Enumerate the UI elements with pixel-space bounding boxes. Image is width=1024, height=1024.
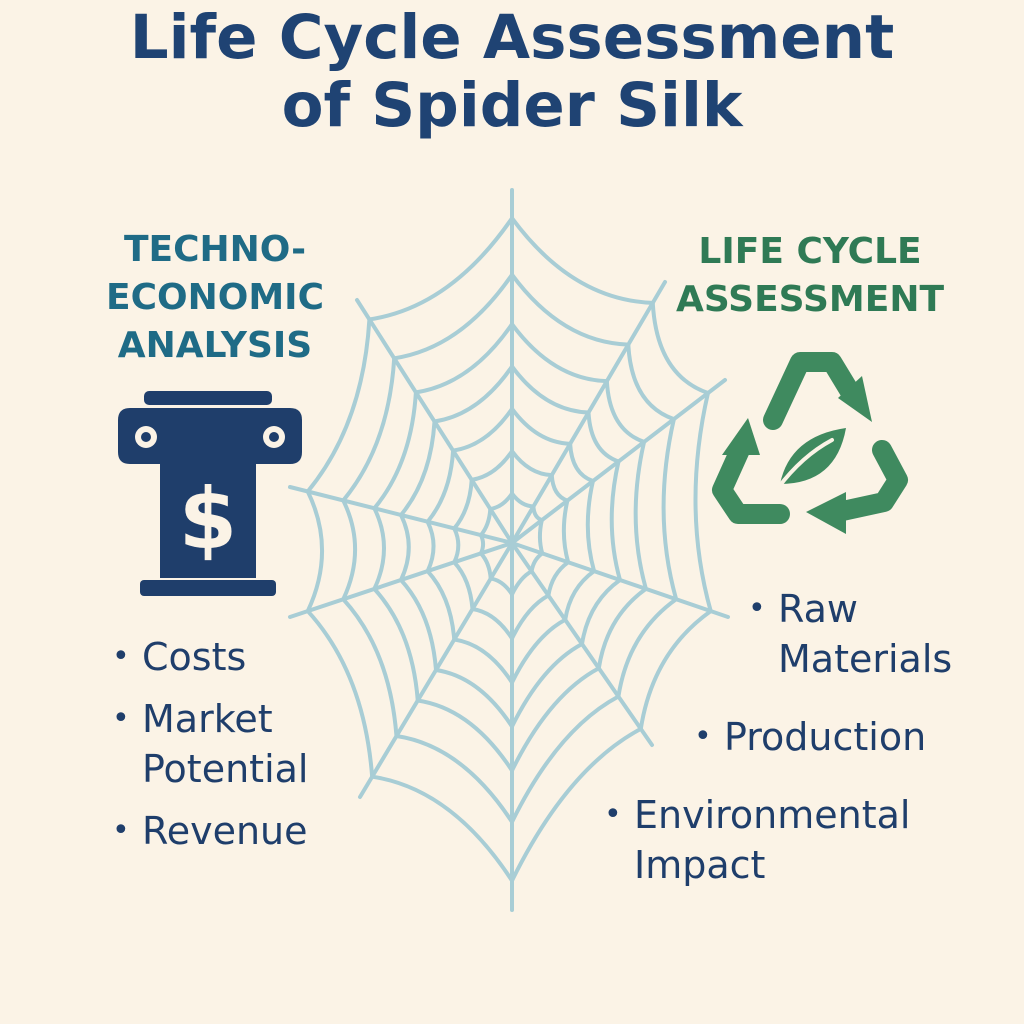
web-strand xyxy=(585,479,597,574)
web-strand xyxy=(425,569,457,642)
web-strand xyxy=(561,498,571,565)
web-strand xyxy=(488,491,514,511)
list-item-label: Environmental xyxy=(634,793,911,837)
web-strand xyxy=(451,406,514,453)
page-title: Life Cycle Assessment of Spider Silk xyxy=(0,4,1024,140)
list-item-label: Production xyxy=(724,715,927,759)
web-strand xyxy=(626,342,676,422)
web-strand xyxy=(586,410,621,464)
web-strand xyxy=(510,726,643,883)
web-strand xyxy=(549,473,570,503)
list-item-label: Impact xyxy=(634,843,766,887)
web-strand xyxy=(510,666,601,773)
list-item-revenue: Revenue xyxy=(112,806,372,856)
heading-line: ECONOMIC xyxy=(106,277,324,318)
web-strand xyxy=(399,419,437,517)
web-strand xyxy=(510,694,621,824)
web-strand xyxy=(510,364,591,415)
web-strand xyxy=(452,526,461,565)
heading-line: TECHNO- xyxy=(123,229,307,270)
web-strand xyxy=(510,322,609,384)
web-strand xyxy=(580,578,622,646)
heading-line: LIFE CYCLE xyxy=(698,231,922,272)
web-strand xyxy=(341,597,399,739)
svg-text:$: $ xyxy=(179,470,237,568)
web-strand xyxy=(305,317,372,494)
web-strand xyxy=(370,774,514,883)
heading-line: ASSESSMENT xyxy=(675,279,945,320)
web-strand xyxy=(510,216,655,305)
web-strand xyxy=(452,477,474,531)
title-line-2: of Spider Silk xyxy=(281,70,743,141)
web-strand xyxy=(394,734,514,824)
web-strand xyxy=(510,272,631,347)
list-item-label: Raw xyxy=(778,587,858,631)
list-item-environmental-impact: Environmental Impact xyxy=(604,790,974,890)
web-strand xyxy=(413,322,514,395)
list-item-market-potential: Market Potential xyxy=(112,694,372,794)
web-strand xyxy=(510,617,568,685)
web-strand xyxy=(510,491,536,509)
web-strand xyxy=(638,609,713,731)
list-item-label: Materials xyxy=(778,637,953,681)
web-strand xyxy=(693,391,713,614)
web-strand xyxy=(633,439,648,591)
web-strand xyxy=(478,506,493,538)
techno-economic-heading: TECHNO- ECONOMIC ANALYSIS xyxy=(95,226,335,370)
web-strand xyxy=(568,441,595,484)
list-item-costs: Costs xyxy=(112,632,372,682)
web-strand xyxy=(510,642,584,729)
web-strand xyxy=(510,593,551,641)
web-strand xyxy=(425,448,456,524)
web-strand xyxy=(510,449,554,478)
list-item-raw-materials: Raw Materials xyxy=(748,584,1018,684)
web-strand xyxy=(392,272,514,361)
web-strand xyxy=(372,586,420,703)
web-strand xyxy=(596,586,648,671)
list-item-production: Production xyxy=(694,712,1004,762)
web-strand xyxy=(452,560,475,612)
web-strand xyxy=(341,356,397,503)
web-strand xyxy=(341,498,357,602)
web-strand xyxy=(661,417,679,602)
heading-line: ANALYSIS xyxy=(117,325,313,366)
web-strand xyxy=(537,518,545,556)
life-cycle-heading: LIFE CYCLE ASSESSMENT xyxy=(665,228,955,324)
web-strand xyxy=(399,578,438,672)
list-item-label: Market xyxy=(142,697,273,741)
web-strand xyxy=(470,607,514,641)
web-strand xyxy=(488,576,514,597)
web-strand xyxy=(609,459,622,582)
web-strand xyxy=(432,364,514,424)
web-strand xyxy=(305,489,325,614)
web-strand xyxy=(604,379,647,444)
web-strand xyxy=(563,569,597,622)
title-line-1: Life Cycle Assessment xyxy=(129,2,895,73)
web-strand xyxy=(399,513,411,582)
web-strand xyxy=(425,519,436,574)
techno-economic-list: Costs Market Potential Revenue xyxy=(112,632,372,868)
web-strand xyxy=(650,300,710,396)
web-strand xyxy=(546,560,571,598)
list-item-label: Costs xyxy=(142,635,247,679)
web-strand xyxy=(372,506,386,591)
web-strand xyxy=(616,597,679,699)
web-strand xyxy=(510,406,573,446)
web-strand xyxy=(367,216,514,322)
web-strand xyxy=(469,449,514,482)
list-item-label: Potential xyxy=(142,747,309,791)
web-strand xyxy=(510,569,534,597)
list-item-label: Revenue xyxy=(142,809,308,853)
web-strand xyxy=(415,698,514,773)
web-strand xyxy=(452,637,514,685)
web-strand xyxy=(372,390,418,511)
web-strand xyxy=(478,551,493,581)
web-strand xyxy=(434,668,514,729)
